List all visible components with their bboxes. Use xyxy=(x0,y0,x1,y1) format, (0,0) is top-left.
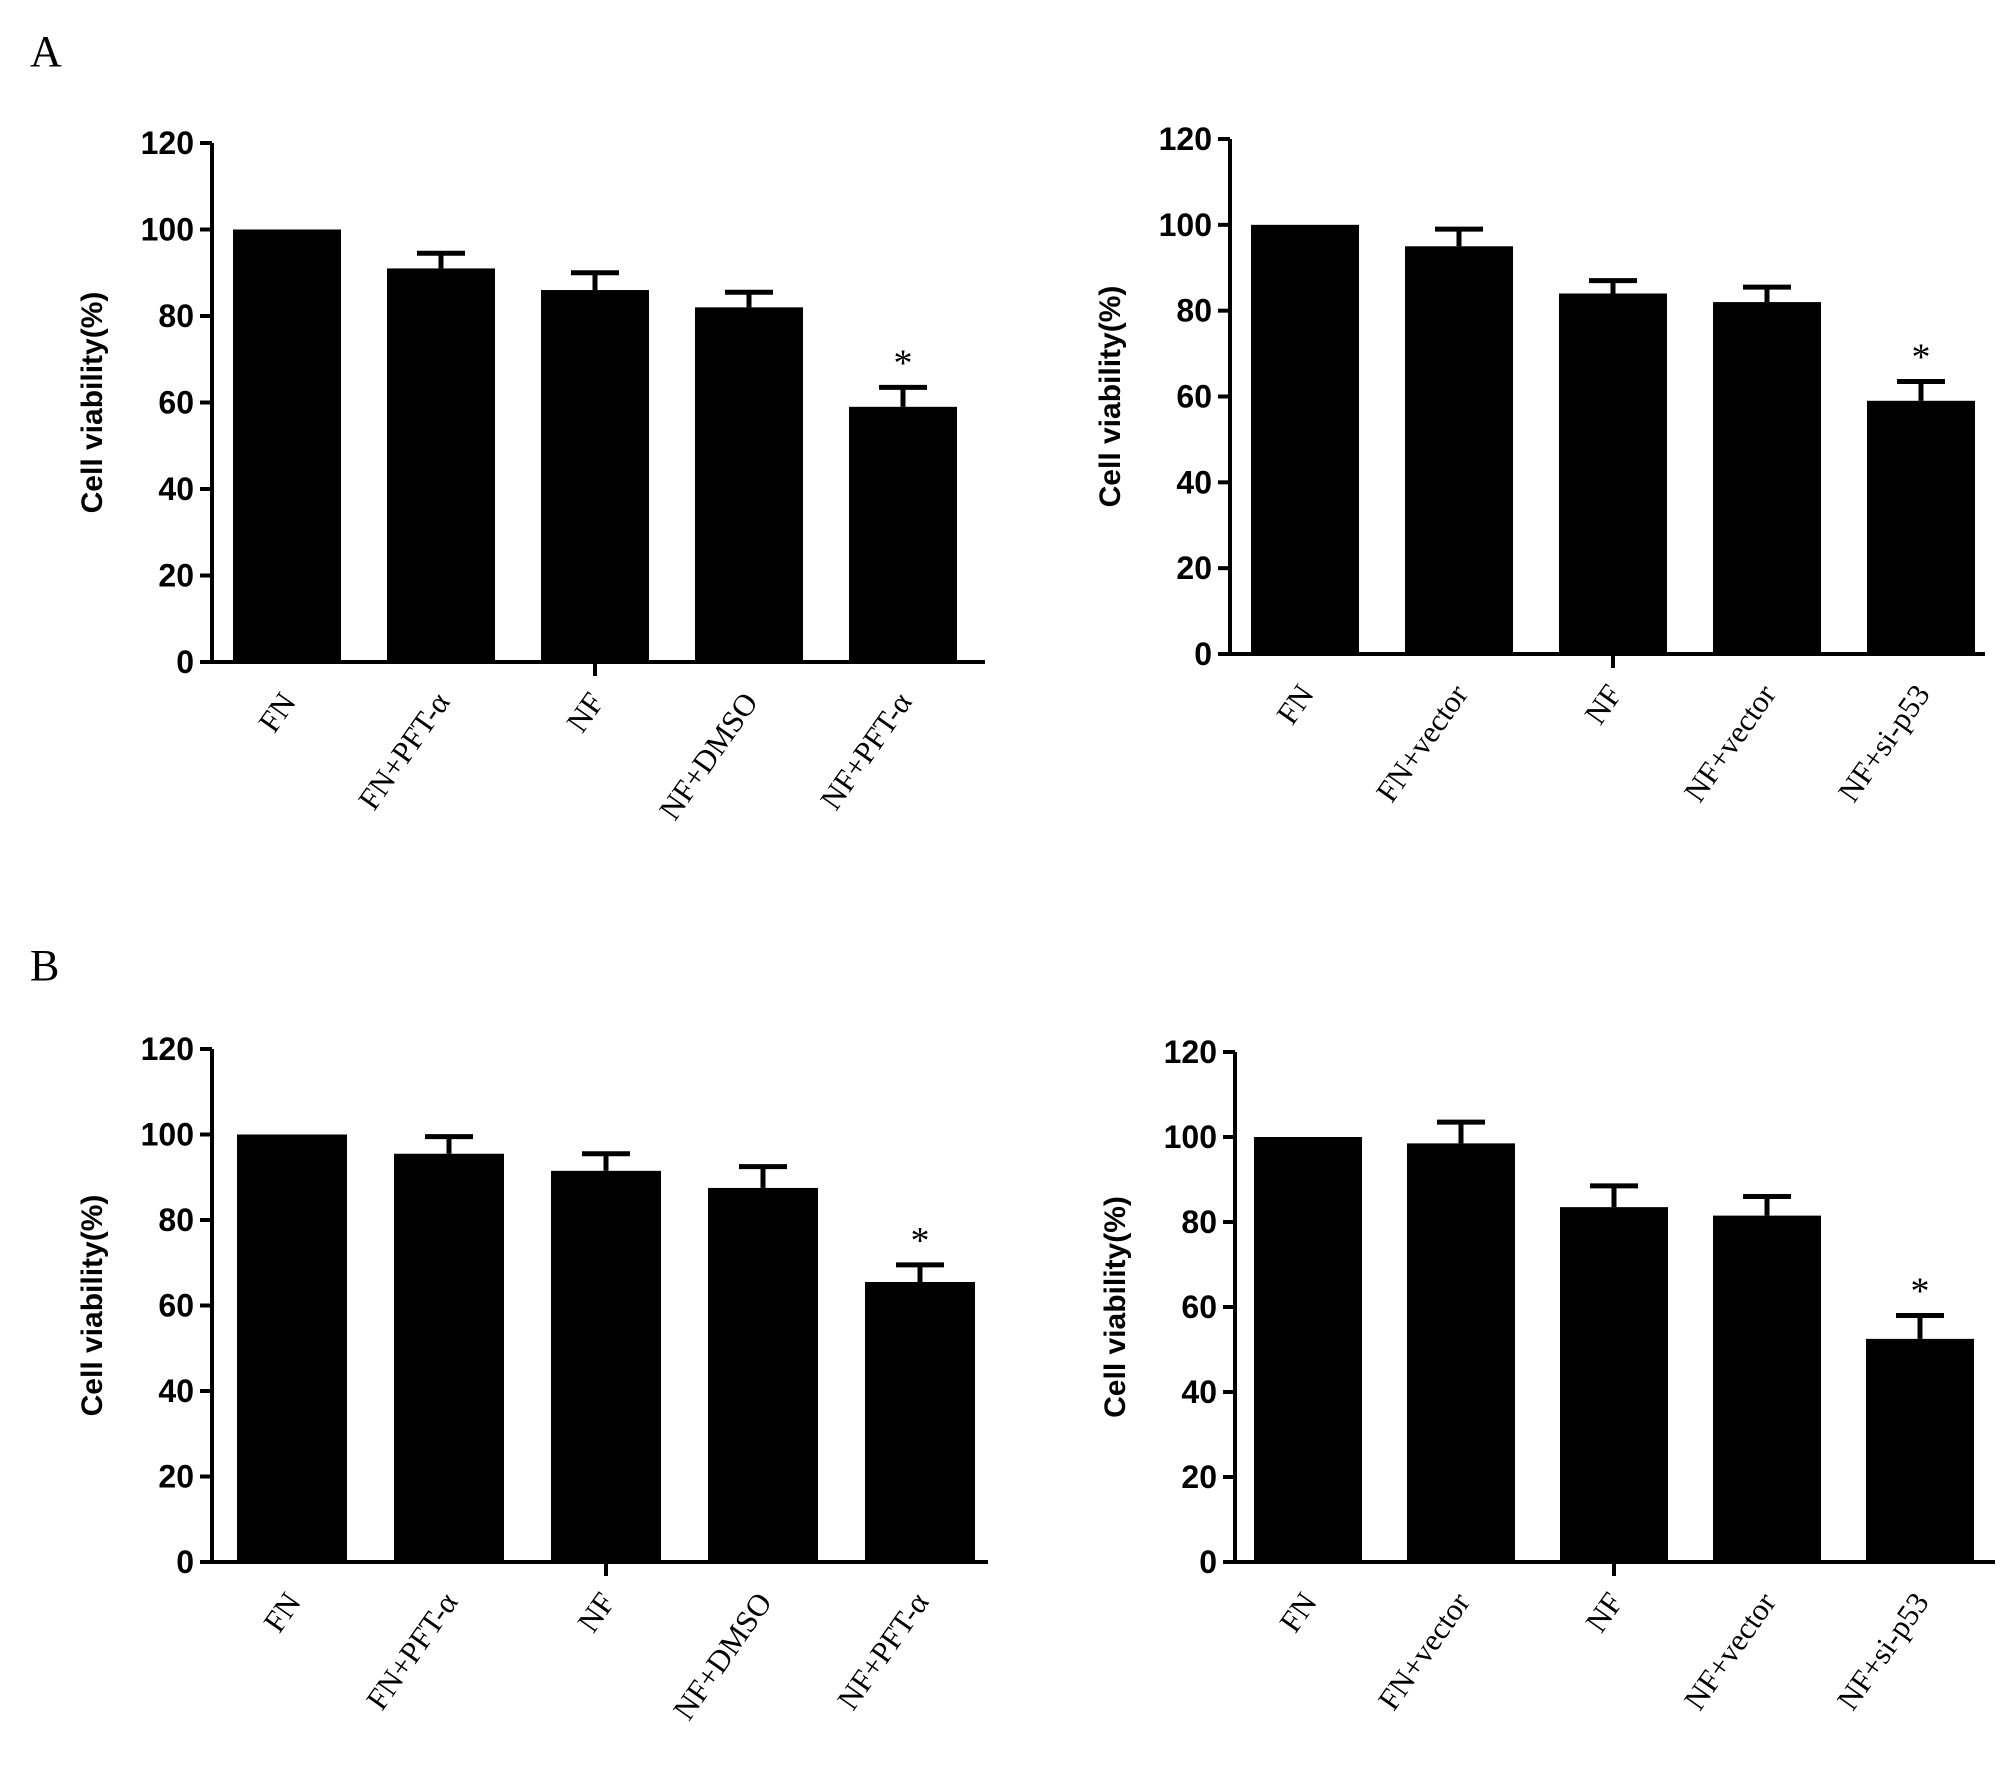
x-category-label: NF+si-p53 xyxy=(1831,678,1937,808)
y-axis-title: Cell viability(%) xyxy=(76,292,109,514)
bar xyxy=(1254,1137,1362,1562)
y-tick-label: 100 xyxy=(141,1117,194,1153)
chart-b-left: 0 20 40 60 80 100 120 Cell viability(%) FN FN+PFT… xyxy=(76,1031,988,1726)
bar xyxy=(695,307,803,662)
y-tick-label: 120 xyxy=(1164,1034,1217,1070)
y-tick-label: 120 xyxy=(1159,121,1212,157)
y-tick-label: 120 xyxy=(141,1031,194,1067)
bar xyxy=(233,229,341,662)
y-tick-label: 60 xyxy=(1181,1289,1217,1325)
bar xyxy=(1866,1338,1974,1562)
significance-marker: * xyxy=(911,1220,930,1262)
significance-marker: * xyxy=(1912,336,1931,378)
y-tick-label: 20 xyxy=(1181,1459,1217,1495)
x-category-label: FN+vector xyxy=(1371,1585,1477,1716)
chart-a-left: 0 20 40 60 80 100 120 Cell viability(%) FN FN+PFT… xyxy=(76,125,985,826)
x-category-label: NF xyxy=(559,686,610,739)
y-axis-title: Cell viability(%) xyxy=(76,1195,109,1417)
x-category-label: NF+si-p53 xyxy=(1830,1586,1936,1716)
bar xyxy=(237,1134,347,1562)
x-category-label: FN+vector xyxy=(1369,677,1475,808)
y-tick-label: 0 xyxy=(176,644,194,680)
y-tick-label: 40 xyxy=(1176,464,1212,500)
y-tick-label: 120 xyxy=(141,125,194,161)
bar xyxy=(1713,1215,1821,1562)
y-tick-label: 20 xyxy=(158,558,194,594)
bar xyxy=(551,1170,661,1562)
bar xyxy=(1407,1143,1515,1562)
bar xyxy=(1251,224,1359,655)
x-category-label: NF+vector xyxy=(1677,677,1783,808)
x-category-label: FN xyxy=(1269,678,1320,731)
x-category-label: FN xyxy=(1272,1586,1323,1639)
x-category-label: NF+DMSO xyxy=(652,686,765,826)
panel-label-b: B xyxy=(30,941,59,990)
panel-label-a: A xyxy=(30,27,62,76)
y-tick-label: 0 xyxy=(176,1544,194,1580)
y-tick-label: 60 xyxy=(158,385,194,421)
y-tick-label: 80 xyxy=(158,1202,194,1238)
y-tick-label: 20 xyxy=(1176,550,1212,586)
y-tick-label: 100 xyxy=(1164,1119,1217,1155)
x-category-label: NF+PFT-α xyxy=(813,686,919,816)
x-category-label: FN+PFT-α xyxy=(359,1586,465,1716)
y-tick-label: 0 xyxy=(1194,636,1212,672)
x-category-label: FN+PFT-α xyxy=(351,686,457,816)
x-category-label: FN xyxy=(256,1586,307,1639)
bar xyxy=(387,268,495,662)
x-category-label: NF xyxy=(1578,1586,1629,1639)
bar xyxy=(708,1187,818,1562)
y-tick-label: 40 xyxy=(1181,1374,1217,1410)
significance-marker: * xyxy=(1911,1271,1930,1313)
chart-b-right: 0 20 40 60 80 100 120 Cell viability(%) FN FN+vec… xyxy=(1099,1034,1995,1716)
y-tick-label: 60 xyxy=(158,1288,194,1324)
bar xyxy=(849,406,957,662)
y-axis-title: Cell viability(%) xyxy=(1094,286,1127,508)
x-category-label: NF+PFT-α xyxy=(830,1586,936,1716)
y-tick-label: 100 xyxy=(1159,207,1212,243)
x-category-label: NF xyxy=(1577,678,1628,731)
bar xyxy=(865,1281,975,1562)
bar xyxy=(1559,293,1667,654)
y-axis-title: Cell viability(%) xyxy=(1099,1196,1132,1418)
y-tick-label: 80 xyxy=(1176,293,1212,329)
x-category-label: FN xyxy=(251,686,302,739)
y-tick-label: 0 xyxy=(1199,1544,1217,1580)
x-category-label: NF+vector xyxy=(1677,1585,1783,1716)
y-tick-label: 20 xyxy=(158,1459,194,1495)
bar xyxy=(1560,1207,1668,1562)
y-tick-label: 40 xyxy=(158,471,194,507)
y-tick-label: 60 xyxy=(1176,379,1212,415)
bar xyxy=(1405,246,1513,654)
y-tick-label: 80 xyxy=(158,298,194,334)
x-category-label: NF+DMSO xyxy=(666,1586,779,1726)
y-tick-label: 40 xyxy=(158,1373,194,1409)
x-category-label: NF xyxy=(570,1586,621,1639)
bar xyxy=(541,290,649,662)
y-tick-label: 100 xyxy=(141,212,194,248)
chart-a-right: 0 20 40 60 80 100 120 Cell viability(%) FN FN+vec… xyxy=(1094,121,1985,808)
bar xyxy=(1867,400,1975,654)
significance-marker: * xyxy=(894,342,913,384)
y-tick-label: 80 xyxy=(1181,1204,1217,1240)
bar xyxy=(1713,302,1821,654)
bar xyxy=(394,1153,504,1562)
